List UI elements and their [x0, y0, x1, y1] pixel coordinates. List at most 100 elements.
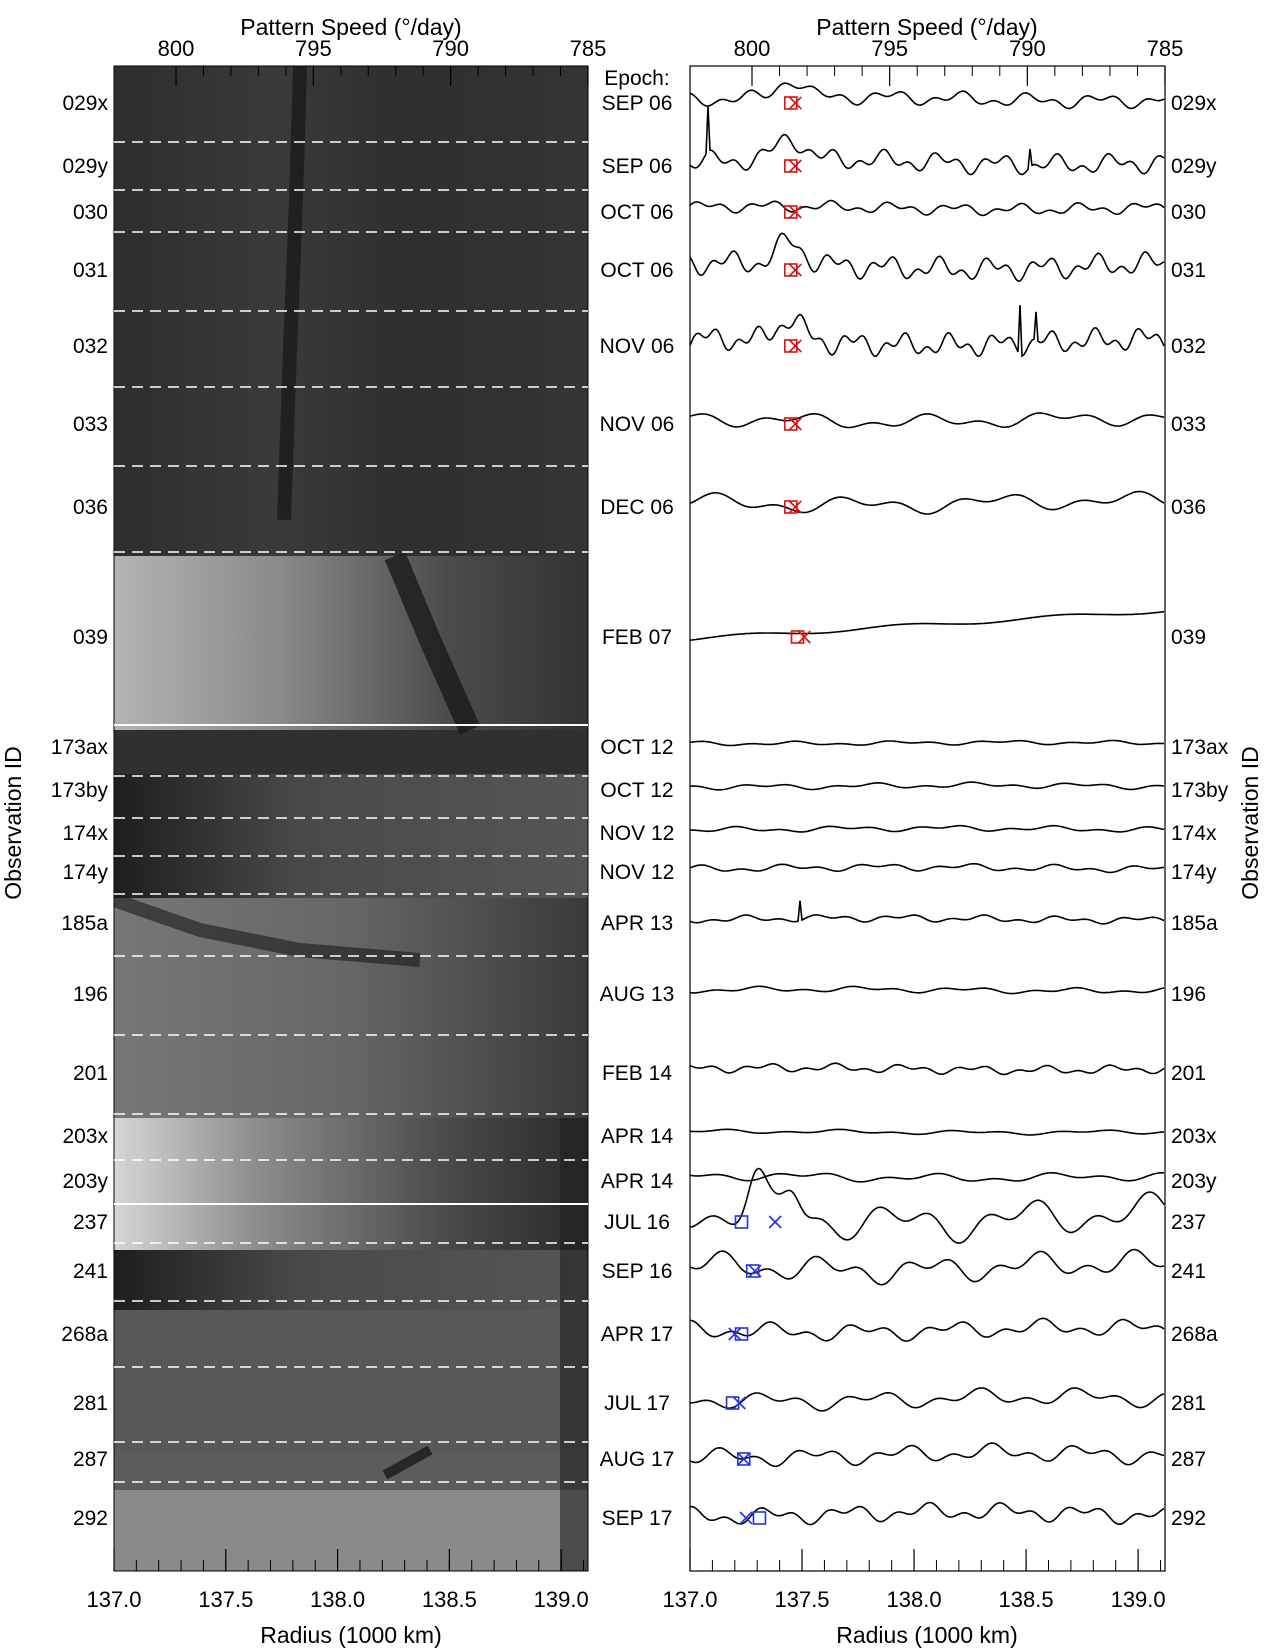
- epoch-label: NOV 06: [600, 413, 675, 436]
- profile-curve: [690, 1128, 1165, 1136]
- profile-curve: [690, 1248, 1165, 1286]
- top-tick-label: 785: [570, 36, 607, 61]
- epoch-label: DEC 06: [600, 496, 674, 519]
- profile-curve: [690, 412, 1165, 429]
- x-marker: [788, 263, 802, 277]
- x-marker: [797, 630, 811, 644]
- profile-curve: [690, 1442, 1165, 1468]
- epoch-label: NOV 12: [600, 822, 675, 845]
- x-tick-label: 137.5: [774, 1587, 829, 1612]
- obs-id-left: 174y: [62, 861, 108, 884]
- epoch-label: FEB 14: [602, 1062, 672, 1085]
- obs-id-right: 203x: [1171, 1125, 1217, 1148]
- epoch-label: APR 13: [601, 912, 673, 935]
- obs-id-right: 268a: [1171, 1323, 1218, 1346]
- heatmap-band-292: [114, 1490, 588, 1571]
- square-marker: [784, 159, 798, 173]
- obs-id-right: 203y: [1171, 1170, 1217, 1193]
- obs-id-left: 029y: [62, 155, 108, 178]
- profile-frame: [689, 65, 1166, 1572]
- epoch-label: SEP 16: [602, 1260, 673, 1283]
- top-tick-label: 790: [1009, 36, 1046, 61]
- x-marker: [788, 339, 802, 353]
- obs-id-right: 292: [1171, 1507, 1206, 1530]
- left-y-axis-title: Observation ID: [0, 746, 26, 899]
- obs-id-left: 292: [73, 1507, 108, 1530]
- square-marker: [784, 263, 798, 277]
- top-tick-label: 790: [432, 36, 469, 61]
- profile-curve: [690, 304, 1165, 358]
- obs-id-left: 174x: [62, 822, 108, 845]
- heatmap-band-241: [114, 1250, 588, 1310]
- epoch-label: OCT 12: [600, 736, 673, 759]
- profile-curve: [690, 781, 1165, 791]
- x-tick-label: 139.0: [1111, 1587, 1166, 1612]
- heatmap-band-268a: [114, 1310, 588, 1450]
- profile-curves: [690, 82, 1165, 1526]
- dark-edge-right: [560, 1118, 588, 1571]
- obs-id-right: 287: [1171, 1448, 1206, 1471]
- square-marker: [745, 1264, 760, 1278]
- x-marker: [739, 1511, 753, 1525]
- heatmap-band-173by: [114, 774, 588, 898]
- dark-ridge-185a: [114, 893, 421, 967]
- epoch-label: OCT 06: [600, 259, 673, 282]
- obs-id-right: 241: [1171, 1260, 1206, 1283]
- epoch-label: JUL 16: [604, 1211, 670, 1234]
- heatmap-band-039: [114, 556, 588, 730]
- obs-id-left: 173by: [51, 779, 109, 802]
- obs-id-left: 268a: [61, 1323, 108, 1346]
- x-marker: [737, 1452, 751, 1466]
- heatmap-band-237: [114, 1210, 588, 1250]
- square-marker: [784, 417, 798, 431]
- epoch-label: APR 14: [601, 1170, 674, 1193]
- obs-id-left: 029x: [62, 92, 108, 115]
- x-tick-label: 138.0: [887, 1587, 942, 1612]
- top-tick-label: 795: [871, 36, 908, 61]
- obs-id-right: 174y: [1171, 861, 1217, 884]
- epoch-label: OCT 12: [600, 779, 673, 802]
- square-marker: [734, 1215, 749, 1229]
- obs-id-right: 196: [1171, 983, 1206, 1006]
- obs-id-right: 281: [1171, 1392, 1206, 1415]
- profile-curve: [690, 1062, 1165, 1076]
- obs-id-left: 033: [73, 413, 108, 436]
- obs-id-left: 203x: [62, 1125, 108, 1148]
- epoch-label: FEB 07: [602, 626, 672, 649]
- square-marker: [784, 339, 798, 353]
- x-tick-label: 139.0: [534, 1587, 589, 1612]
- epoch-label: JUL 17: [604, 1392, 670, 1415]
- profile-curve: [690, 82, 1165, 110]
- obs-id-right: 036: [1171, 496, 1206, 519]
- left-x-axis-title: Radius (1000 km): [260, 1622, 442, 1648]
- x-marker: [788, 205, 802, 219]
- obs-id-right: 174x: [1171, 822, 1217, 845]
- x-marker: [788, 96, 802, 110]
- square-marker: [784, 96, 798, 110]
- obs-id-left: 185a: [61, 912, 108, 935]
- x-marker: [768, 1215, 782, 1229]
- heatmap-band-203: [114, 1118, 588, 1210]
- epoch-label: NOV 06: [600, 335, 675, 358]
- heatmap-separators: [114, 141, 588, 1483]
- left-top-axis-title: Pattern Speed (°/day): [240, 14, 461, 40]
- x-marker: [728, 1327, 742, 1341]
- square-marker: [736, 1452, 751, 1466]
- profile-markers: [725, 96, 811, 1525]
- obs-id-right: 030: [1171, 201, 1206, 224]
- profile-curve: [690, 232, 1165, 282]
- obs-id-right: 173ax: [1171, 736, 1229, 759]
- obs-id-left: 203y: [62, 1170, 108, 1193]
- obs-id-left: 173ax: [51, 736, 109, 759]
- profile-curve: [690, 862, 1165, 874]
- profile-curve: [690, 199, 1165, 217]
- obs-id-left: 287: [73, 1448, 108, 1471]
- top-tick-label: 800: [158, 36, 195, 61]
- row-labels: 029x SEP 06 029x 029y SEP 06 029y 030 OCT 06 030…: [51, 92, 1229, 1530]
- top-tick-label: 800: [734, 36, 771, 61]
- profile-curve: [690, 1317, 1165, 1342]
- x-tick-label: 137.5: [198, 1587, 253, 1612]
- heatmap-band-287: [114, 1450, 588, 1490]
- epoch-label: SEP 06: [602, 155, 673, 178]
- obs-id-right: 185a: [1171, 912, 1218, 935]
